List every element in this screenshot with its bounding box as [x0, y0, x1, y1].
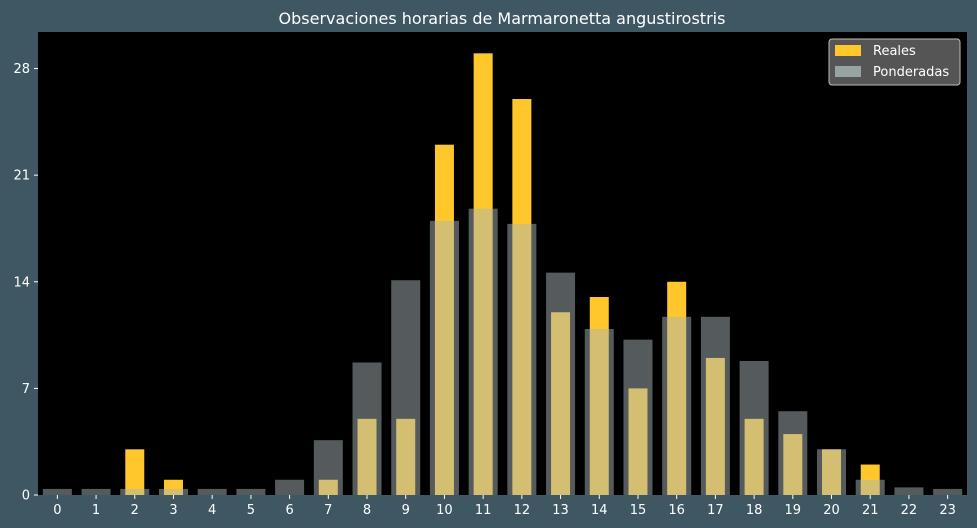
x-tick-label-2: 2 [131, 503, 139, 518]
x-tick-label-8: 8 [363, 503, 371, 518]
legend: Reales Ponderadas [828, 38, 961, 86]
bar-ponderadas-17 [700, 316, 730, 495]
bar-ponderadas-12 [507, 223, 537, 496]
chart-title: Observaciones horarias de Marmaronetta a… [279, 9, 726, 28]
bar-ponderadas-3 [158, 488, 188, 495]
bar-ponderadas-0 [42, 488, 72, 495]
x-tick-label-0: 0 [53, 503, 61, 518]
x-tick-label-17: 17 [707, 503, 724, 518]
legend-swatch-reales [835, 45, 861, 56]
x-tick-label-23: 23 [939, 503, 956, 518]
x-tick-label-15: 15 [630, 503, 647, 518]
bar-ponderadas-15 [623, 339, 653, 495]
bar-ponderadas-5 [236, 488, 266, 495]
x-tick-label-4: 4 [208, 503, 216, 518]
legend-label-ponderadas: Ponderadas [873, 65, 949, 80]
x-tick-label-7: 7 [324, 503, 332, 518]
y-tick-label-14: 14 [13, 275, 30, 290]
x-tick-label-18: 18 [746, 503, 763, 518]
bar-ponderadas-4 [197, 488, 227, 495]
bar-ponderadas-10 [429, 220, 459, 495]
bar-ponderadas-16 [662, 316, 692, 495]
y-tick-label-0: 0 [22, 489, 30, 504]
weighted-bars [42, 208, 963, 496]
bar-ponderadas-11 [468, 208, 498, 495]
bar-ponderadas-23 [933, 488, 963, 495]
x-tick-label-10: 10 [436, 503, 453, 518]
x-tick-label-3: 3 [169, 503, 177, 518]
x-tick-label-19: 19 [785, 503, 802, 518]
bar-ponderadas-8 [352, 362, 382, 495]
bar-ponderadas-20 [817, 449, 847, 495]
bar-ponderadas-6 [275, 479, 305, 495]
bar-reales-2 [125, 449, 145, 495]
x-tick-label-13: 13 [552, 503, 569, 518]
x-tick-label-6: 6 [285, 503, 293, 518]
bar-ponderadas-7 [313, 440, 343, 495]
bar-ponderadas-1 [81, 488, 111, 495]
bar-ponderadas-14 [584, 328, 614, 495]
bar-ponderadas-18 [739, 360, 769, 495]
bar-ponderadas-9 [391, 280, 421, 495]
bar-ponderadas-2 [120, 488, 150, 495]
x-tick-label-16: 16 [668, 503, 685, 518]
legend-label-reales: Reales [873, 44, 916, 59]
x-tick-label-9: 9 [402, 503, 410, 518]
x-tick-label-20: 20 [823, 503, 840, 518]
legend-box [828, 38, 961, 86]
x-tick-label-12: 12 [514, 503, 531, 518]
x-tick-label-21: 21 [862, 503, 879, 518]
y-tick-label-21: 21 [13, 169, 30, 184]
bar-ponderadas-13 [546, 272, 576, 495]
x-tick-label-22: 22 [901, 503, 918, 518]
y-tick-label-7: 7 [22, 382, 30, 397]
bar-ponderadas-21 [855, 479, 885, 495]
legend-swatch-ponderadas [835, 66, 861, 77]
y-tick-label-28: 28 [13, 62, 30, 77]
x-tick-label-11: 11 [475, 503, 492, 518]
bar-ponderadas-22 [894, 487, 924, 495]
bar-ponderadas-19 [778, 411, 808, 495]
x-tick-label-1: 1 [92, 503, 100, 518]
x-tick-label-5: 5 [247, 503, 255, 518]
plot-area [38, 32, 967, 495]
x-tick-label-14: 14 [591, 503, 608, 518]
